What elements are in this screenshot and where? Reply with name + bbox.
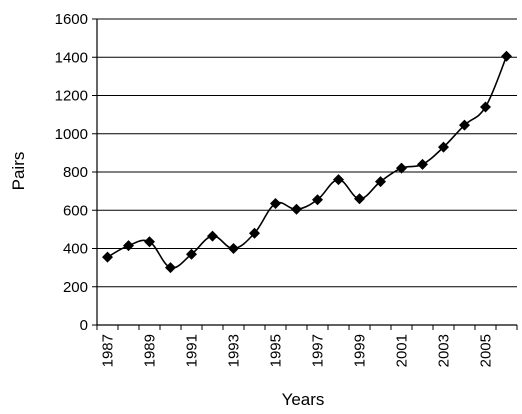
y-tick-label: 1400 — [55, 49, 88, 66]
x-tick-label: 1999 — [352, 334, 369, 367]
data-point-marker — [417, 158, 428, 170]
x-tick-label: 1995 — [268, 334, 285, 367]
data-point-marker — [270, 198, 281, 210]
data-point-marker — [333, 174, 344, 186]
data-point-marker — [375, 176, 386, 188]
data-point-marker — [102, 251, 113, 263]
data-point-marker — [291, 203, 302, 215]
y-tick-label: 400 — [63, 241, 88, 258]
x-tick-label: 1991 — [184, 334, 201, 367]
y-tick-label: 1000 — [55, 126, 88, 143]
y-tick-label: 1200 — [55, 88, 88, 105]
y-tick-label: 600 — [63, 202, 88, 219]
data-point-marker — [207, 230, 218, 242]
data-point-marker — [123, 240, 134, 252]
series-line — [107, 55, 508, 269]
x-tick-label: 1997 — [310, 334, 327, 367]
data-point-marker — [438, 141, 449, 153]
x-tick-label: 1989 — [142, 334, 159, 367]
data-point-marker — [396, 162, 407, 174]
x-axis-ticks: 1987 1989 1991 1993 1995 1997 1999 2001 2003 2005 — [96, 325, 518, 367]
x-tick-label: 2005 — [478, 334, 495, 367]
y-tick-label: 200 — [63, 279, 88, 296]
y-tick-label: 800 — [63, 164, 88, 181]
y-axis-title: Pairs — [9, 152, 28, 191]
data-point-marker — [228, 243, 239, 254]
data-point-marker — [501, 50, 512, 62]
data-point-marker — [459, 119, 470, 131]
data-point-marker — [480, 101, 491, 113]
x-tick-label: 1987 — [100, 334, 117, 367]
gridlines — [97, 18, 517, 288]
x-tick-label: 1993 — [226, 334, 243, 367]
y-tick-label: 0 — [80, 317, 88, 334]
data-point-marker — [312, 194, 323, 206]
data-point-marker — [165, 262, 176, 274]
y-axis-ticks: 0 200 400 600 800 1000 1200 1400 1600 — [55, 11, 97, 334]
y-tick-label: 1600 — [55, 11, 88, 28]
x-tick-label: 2001 — [394, 334, 411, 367]
x-axis-title: Years — [282, 390, 325, 409]
data-point-marker — [144, 236, 155, 248]
data-point-marker — [186, 248, 197, 260]
x-tick-label: 2003 — [436, 334, 453, 367]
data-markers — [102, 50, 512, 274]
data-point-marker — [354, 193, 365, 205]
data-point-marker — [249, 227, 260, 239]
